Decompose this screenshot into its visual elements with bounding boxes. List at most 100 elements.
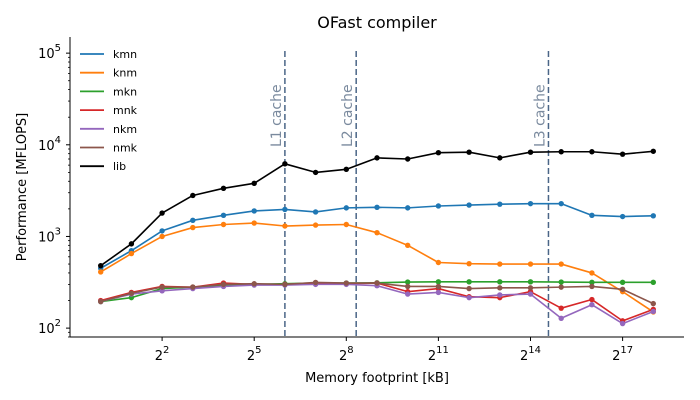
data-point-kmn	[558, 200, 564, 207]
data-point-mkn	[650, 279, 656, 286]
data-point-kmn	[435, 203, 442, 209]
cache-line-label: L3 cache	[532, 84, 548, 147]
data-point-nmk	[405, 283, 411, 290]
cache-line-label: L2 cache	[340, 84, 356, 147]
y-tick-label: 104	[38, 135, 61, 154]
cache-lines: L1 cache L2 cache L3 cache	[269, 51, 550, 337]
data-point-mnk	[589, 296, 595, 303]
data-point-nkm	[589, 302, 595, 308]
x-tick-label: 217	[612, 345, 633, 364]
data-point-knm	[527, 261, 534, 267]
data-point-lib	[527, 149, 534, 155]
data-point-mnk	[558, 305, 564, 311]
y-tick-label: 102	[38, 318, 61, 337]
data-point-knm	[558, 261, 564, 267]
cache-line-label: L1 cache	[269, 84, 285, 147]
data-point-kmn	[374, 204, 380, 211]
data-point-lib	[220, 185, 227, 192]
series-line-knm	[100, 222, 654, 313]
data-point-lib	[589, 149, 595, 155]
data-point-lib	[435, 149, 442, 156]
data-point-kmn	[497, 201, 503, 207]
data-point-nmk	[159, 284, 165, 290]
data-point-lib	[251, 180, 257, 187]
legend-label-knm: knm	[113, 67, 137, 80]
data-point-mkn	[527, 279, 534, 285]
x-tick-label: 28	[339, 345, 354, 364]
data-point-kmn	[405, 205, 411, 211]
data-point-kmn	[251, 208, 257, 214]
data-point-nmk	[558, 284, 564, 290]
legend-label-mkn: mkn	[113, 85, 137, 98]
data-point-knm	[435, 259, 442, 266]
data-point-knm	[190, 224, 196, 231]
data-point-mkn	[497, 279, 503, 285]
data-point-kmn	[527, 200, 534, 207]
data-point-lib	[312, 169, 319, 176]
data-point-nmk	[251, 281, 257, 287]
data-point-nkm	[405, 291, 411, 297]
data-point-knm	[589, 270, 595, 276]
legend: kmn knm mkn mnk nkm nmk lib	[80, 48, 138, 173]
data-point-knm	[374, 229, 380, 236]
data-point-nmk	[98, 298, 104, 305]
x-axis-title: Memory footprint [kB]	[305, 371, 449, 386]
data-point-nkm	[497, 292, 503, 298]
data-point-lib	[558, 149, 564, 155]
data-point-mkn	[558, 279, 564, 285]
y-axis-title: Performance [MFLOPS]	[15, 113, 30, 261]
data-point-kmn	[343, 205, 349, 211]
data-point-knm	[405, 242, 411, 249]
data-point-mkn	[405, 279, 411, 285]
data-point-knm	[343, 221, 349, 228]
data-point-nmk	[650, 300, 656, 307]
data-point-kmn	[466, 202, 472, 208]
chart-title: OFast compiler	[317, 13, 437, 32]
series-lines	[98, 148, 656, 327]
data-point-knm	[159, 233, 165, 240]
axes: 22 25 28 211 214 217 102 103 104 105	[38, 37, 684, 364]
data-point-kmn	[589, 212, 595, 219]
data-point-lib	[405, 156, 411, 162]
data-point-knm	[220, 221, 227, 228]
y-tick-label: 105	[38, 43, 61, 62]
data-point-nkm	[159, 288, 165, 294]
data-point-knm	[128, 250, 135, 257]
data-point-kmn	[220, 212, 227, 219]
data-point-nmk	[527, 285, 534, 291]
x-tick-label: 22	[155, 345, 170, 364]
series-line-kmn	[100, 202, 654, 269]
data-point-kmn	[190, 217, 196, 224]
data-point-lib	[619, 151, 626, 157]
data-point-lib	[98, 262, 104, 269]
data-point-kmn	[312, 209, 319, 215]
data-point-lib	[497, 155, 503, 161]
data-point-nmk	[220, 281, 227, 288]
data-point-nkm	[619, 320, 626, 327]
y-tick-label: 103	[38, 226, 61, 245]
x-tick-label: 211	[428, 345, 449, 364]
data-point-kmn	[650, 213, 656, 219]
data-point-lib	[374, 155, 380, 161]
legend-label-kmn: kmn	[113, 48, 137, 61]
data-point-nmk	[435, 283, 442, 290]
x-tick-label: 25	[247, 345, 262, 364]
data-point-nmk	[190, 284, 196, 290]
data-point-lib	[282, 161, 288, 167]
legend-label-nkm: nkm	[113, 123, 137, 136]
data-point-lib	[190, 192, 196, 199]
data-point-knm	[282, 223, 288, 229]
data-point-mkn	[619, 279, 626, 286]
data-point-lib	[466, 149, 472, 155]
data-point-knm	[98, 269, 104, 275]
data-point-kmn	[282, 206, 288, 213]
data-point-nkm	[466, 294, 472, 301]
data-point-nmk	[374, 280, 380, 286]
data-point-nmk	[312, 279, 319, 286]
data-point-lib	[128, 241, 135, 247]
data-point-nmk	[497, 285, 503, 291]
legend-label-nmk: nmk	[113, 142, 138, 155]
legend-label-mnk: mnk	[113, 104, 138, 117]
